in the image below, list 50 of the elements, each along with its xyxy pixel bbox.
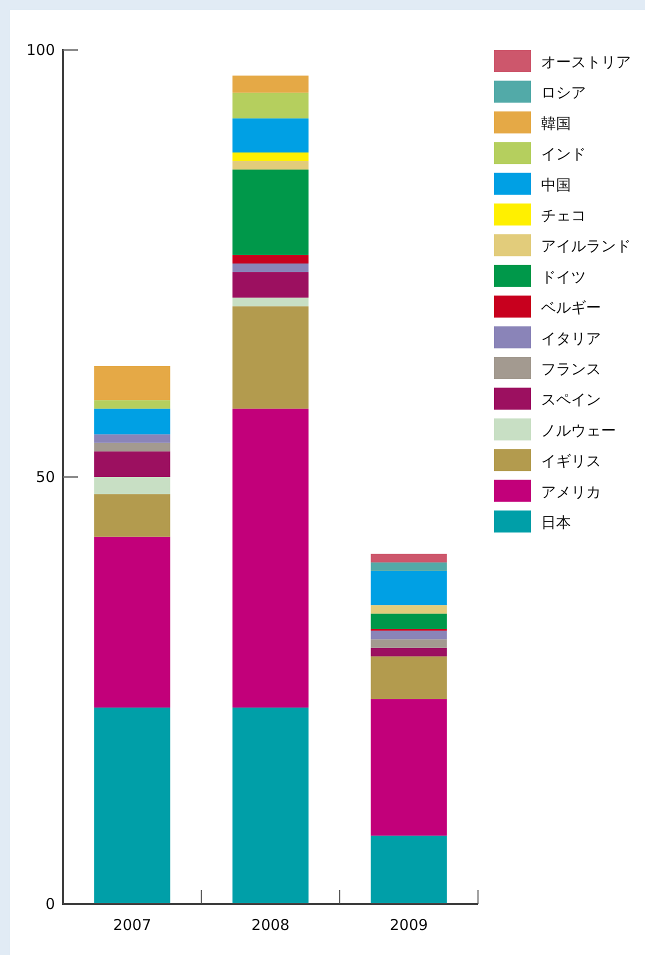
legend-label: イギリス [541, 452, 601, 470]
bar [232, 298, 309, 306]
legend-label: 日本 [541, 514, 571, 532]
y-tick-label: 0 [45, 895, 55, 913]
bar [232, 170, 309, 255]
bar [232, 306, 309, 409]
bar [370, 605, 447, 614]
bar [94, 451, 170, 477]
bar [94, 408, 170, 434]
bar [94, 434, 170, 443]
y-tick-label: 100 [26, 41, 55, 59]
legend-label: インド [541, 145, 586, 164]
legend-label: チェコ [541, 206, 586, 224]
bar [94, 442, 170, 452]
x-tick-label: 2008 [251, 916, 290, 934]
bar [94, 477, 170, 494]
bar [370, 836, 447, 904]
x-tick-label: 2009 [390, 916, 428, 934]
legend-label: スペイン [541, 390, 601, 409]
y-tick-label: 50 [36, 468, 55, 486]
bar [232, 408, 309, 708]
bar [370, 639, 447, 648]
legend-label: イタリア [541, 329, 601, 348]
bar [232, 254, 309, 264]
bar [94, 400, 170, 409]
legend-label: ロシア [541, 84, 586, 102]
bar [370, 656, 447, 700]
bar [370, 614, 447, 630]
bar [94, 536, 170, 708]
legend-label: フランス [541, 360, 601, 378]
legend-label: アイルランド [541, 237, 631, 256]
bar [94, 494, 170, 537]
bar [370, 630, 447, 640]
bar [232, 272, 309, 298]
bar [232, 92, 309, 118]
legend-label: ドイツ [541, 268, 586, 286]
bar [94, 708, 170, 904]
legend-label: 中国 [541, 176, 571, 194]
legend-label: アメリカ [541, 482, 601, 501]
x-tick-label: 2007 [113, 916, 152, 934]
bar [370, 648, 447, 656]
legend-label: 韓国 [541, 114, 571, 132]
legend-label: オーストリア [541, 53, 631, 71]
bar [232, 708, 309, 904]
legend-label: ノルウェー [541, 421, 616, 440]
legend-label: ベルギー [541, 298, 601, 317]
bar [370, 699, 447, 836]
bar [94, 366, 170, 400]
bar [232, 76, 309, 93]
bar [232, 264, 309, 272]
